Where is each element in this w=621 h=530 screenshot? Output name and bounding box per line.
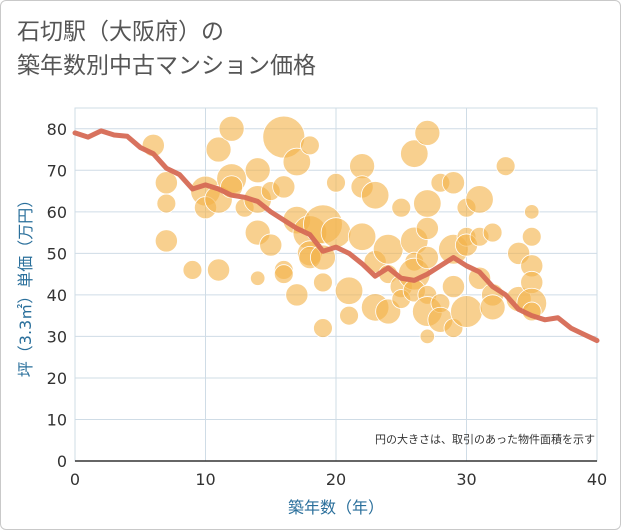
y-tick-label: 50: [47, 244, 67, 263]
bubble-point: [244, 157, 271, 184]
bubble-point: [205, 136, 232, 163]
bubble-point: [468, 266, 492, 290]
average-line-series: [72, 128, 600, 344]
bubble-point: [479, 294, 506, 321]
bubble-series: [141, 115, 548, 345]
bubble-point: [326, 172, 346, 193]
bubble-point: [334, 276, 364, 305]
bubble-point: [182, 260, 203, 280]
bubble-point: [154, 171, 178, 195]
bubble-point: [339, 305, 359, 326]
bubble-point: [372, 233, 404, 265]
bubble-point: [465, 185, 494, 214]
y-tick-label: 20: [47, 369, 67, 388]
x-tick-label: 20: [326, 470, 346, 489]
bubble-point: [272, 175, 296, 199]
y-tick-label: 60: [47, 203, 67, 222]
bubble-point: [391, 197, 412, 218]
bubble-point: [495, 156, 516, 176]
x-tick-label: 10: [195, 470, 215, 489]
x-axis-label: 築年数（年）: [288, 498, 384, 517]
x-tick-label: 0: [70, 470, 80, 489]
bubble-point: [482, 222, 503, 243]
bubble-point: [521, 226, 542, 247]
bubble-point: [300, 135, 320, 156]
bubble-point: [285, 283, 309, 307]
y-tick-label: 0: [57, 452, 67, 471]
bubble-point: [282, 147, 312, 177]
bubble-point: [347, 222, 377, 251]
x-tick-label: 40: [587, 470, 607, 489]
bubble-point: [320, 217, 352, 248]
bubble-point: [400, 139, 429, 168]
bubble-point: [414, 119, 441, 146]
y-tick-label: 10: [47, 410, 67, 429]
average-line: [72, 128, 600, 344]
y-tick-label: 30: [47, 327, 67, 346]
y-tick-label: 80: [47, 120, 67, 139]
y-tick-label: 40: [47, 286, 67, 305]
bubble-point: [218, 115, 245, 142]
bubble-point: [413, 189, 442, 218]
bubble-point: [313, 318, 333, 338]
bubble-point: [450, 295, 483, 328]
bubble-point: [259, 233, 283, 257]
bubble-point: [154, 229, 178, 253]
bubble-point: [250, 270, 266, 286]
bubble-point: [313, 272, 333, 293]
chart-title: 石切駅（大阪府）の 築年数別中古マンション価格: [17, 19, 316, 79]
y-tick-label: 70: [47, 161, 67, 180]
x-tick-label: 30: [456, 470, 476, 489]
bubble-point: [273, 264, 294, 284]
bubble-point: [441, 171, 465, 195]
bubble-point: [524, 204, 540, 220]
bubble-point: [415, 245, 439, 270]
size-note: 円の大きさは、取引のあった物件面積を示す: [375, 432, 595, 446]
y-axis-label: 坪（3.3㎡）単価（万円）: [16, 192, 35, 377]
bubble-point: [441, 275, 465, 299]
bubble-point: [207, 258, 231, 282]
bubble-point: [415, 216, 439, 240]
bubble-point: [349, 153, 376, 180]
tick-labels: 0 10 20 30 40 50 60 70 80 0 10 20 30 40: [47, 120, 608, 489]
bubble-point: [156, 193, 177, 214]
grid: [74, 107, 598, 462]
bubble-point: [360, 181, 390, 210]
bubble-point: [419, 328, 436, 345]
